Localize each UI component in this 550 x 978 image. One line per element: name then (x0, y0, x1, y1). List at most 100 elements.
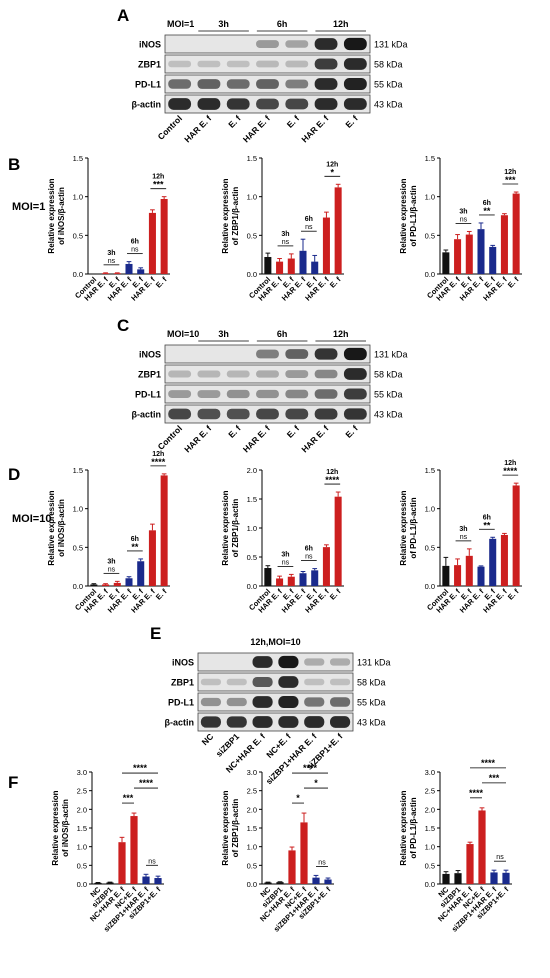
bar-chart-F2: 0.0 0.5 1.0 1.5 2.0 2.5 3.0 Relative expression… (221, 763, 334, 934)
protein-band (343, 408, 367, 420)
protein-band (343, 368, 367, 380)
y-axis-label: Relative expression (47, 178, 56, 253)
y-axis-label: Relative expression (399, 178, 408, 253)
protein-band (314, 58, 338, 70)
y-tick-label: 0.0 (425, 880, 435, 889)
bar (287, 258, 295, 274)
bar (334, 187, 342, 274)
protein-band (343, 78, 367, 90)
y-tick-label: 1.0 (425, 843, 435, 852)
protein-label: ZBP1 (138, 370, 161, 380)
lane-label: NC (200, 731, 216, 747)
y-tick-label: 1.5 (425, 466, 435, 475)
y-tick-label: 1.5 (77, 824, 87, 833)
time-point-label: 6h (131, 536, 139, 543)
bar (454, 239, 462, 274)
y-axis-label: of ZBP1/β-actin (231, 499, 240, 558)
protein-band (343, 37, 367, 51)
protein-label: ZBP1 (171, 678, 194, 688)
bar (264, 568, 272, 586)
y-tick-label: 3.0 (77, 768, 87, 777)
protein-band (168, 60, 192, 68)
y-tick-label: 0.5 (247, 861, 257, 870)
sig-label: ns (460, 216, 468, 223)
bar (264, 256, 272, 274)
bar-chart-D2: 0.0 0.5 1.0 1.5 2.0 Relative expression of ZBP… (221, 466, 344, 615)
protein-band (197, 60, 221, 68)
y-axis-label: of ZBP1/β-actin (231, 187, 240, 246)
lane-label: HAR E. f (182, 113, 213, 144)
lane-label: E. f (226, 423, 243, 440)
x-tick-label: E. f (154, 275, 169, 290)
y-tick-label: 0.0 (247, 270, 257, 279)
y-tick-label: 1.0 (73, 193, 83, 202)
time-point-label: 6h (305, 546, 313, 553)
bar (312, 877, 320, 884)
bar (489, 538, 497, 586)
protein-band (330, 716, 351, 728)
y-tick-label: 0.5 (73, 543, 83, 552)
x-tick-label: HAR E. f (458, 275, 486, 303)
protein-band (314, 408, 338, 420)
protein-band (330, 658, 351, 666)
time-point-label: 3h (281, 551, 289, 558)
y-axis-label: Relative expression (51, 790, 60, 865)
sig-label: * (314, 778, 318, 788)
sig-label: * (331, 167, 335, 177)
y-tick-label: 0.5 (73, 231, 83, 240)
y-axis-label: Relative expression (221, 790, 230, 865)
moi-label: MOI=1 (12, 201, 45, 213)
bar (130, 816, 138, 884)
y-tick-label: 1.0 (247, 193, 257, 202)
y-tick-label: 1.5 (247, 154, 257, 163)
bar (142, 876, 150, 884)
protein-band (314, 348, 338, 360)
lane-label: HAR E. f (299, 423, 330, 454)
protein-band (256, 408, 279, 420)
blot-strip (197, 652, 354, 672)
kda-label: 43 kDa (357, 718, 386, 728)
time-point-label: 6h (131, 239, 139, 246)
x-tick-label: E. f (506, 275, 521, 290)
sig-label: **** (303, 763, 318, 773)
sig-label: **** (481, 758, 496, 768)
y-tick-label: 1.5 (73, 466, 83, 475)
y-tick-label: 0.5 (247, 231, 257, 240)
bar (512, 485, 520, 586)
protein-band (226, 697, 247, 707)
bar (299, 573, 307, 586)
bar-chart-D3: 0.0 0.5 1.0 1.5 Relative expression of PD-L1/… (399, 460, 522, 615)
y-tick-label: 3.0 (425, 768, 435, 777)
lane-label: E. f (226, 113, 243, 130)
lane-label: HAR E. f (241, 423, 272, 454)
y-tick-label: 1.5 (425, 154, 435, 163)
protein-band (343, 98, 367, 110)
protein-band (256, 370, 279, 378)
time-label: 3h (218, 329, 229, 339)
protein-band (304, 716, 325, 728)
protein-band (314, 98, 338, 110)
protein-band (285, 40, 309, 48)
time-label: 6h (277, 329, 288, 339)
protein-band (226, 60, 250, 68)
time-point-label: 12h (504, 460, 516, 467)
protein-label: PD-L1 (135, 80, 161, 90)
bar (477, 566, 485, 586)
kda-label: 131 kDa (374, 350, 408, 360)
y-tick-label: 1.0 (425, 505, 435, 514)
y-axis-label: Relative expression (399, 490, 408, 565)
time-point-label: 3h (459, 208, 467, 215)
y-tick-label: 2.0 (77, 805, 87, 814)
bar (276, 261, 284, 274)
y-axis-label: of ZBP1/β-actin (231, 799, 240, 858)
y-axis-label: Relative expression (221, 490, 230, 565)
bar (322, 217, 330, 274)
sig-label: ** (483, 520, 491, 530)
protein-band (278, 716, 299, 728)
time-point-label: 3h (107, 558, 115, 565)
bar (125, 263, 133, 274)
y-tick-label: 0.0 (73, 582, 83, 591)
y-tick-label: 1.0 (73, 505, 83, 514)
panel-letter: A (117, 6, 129, 25)
